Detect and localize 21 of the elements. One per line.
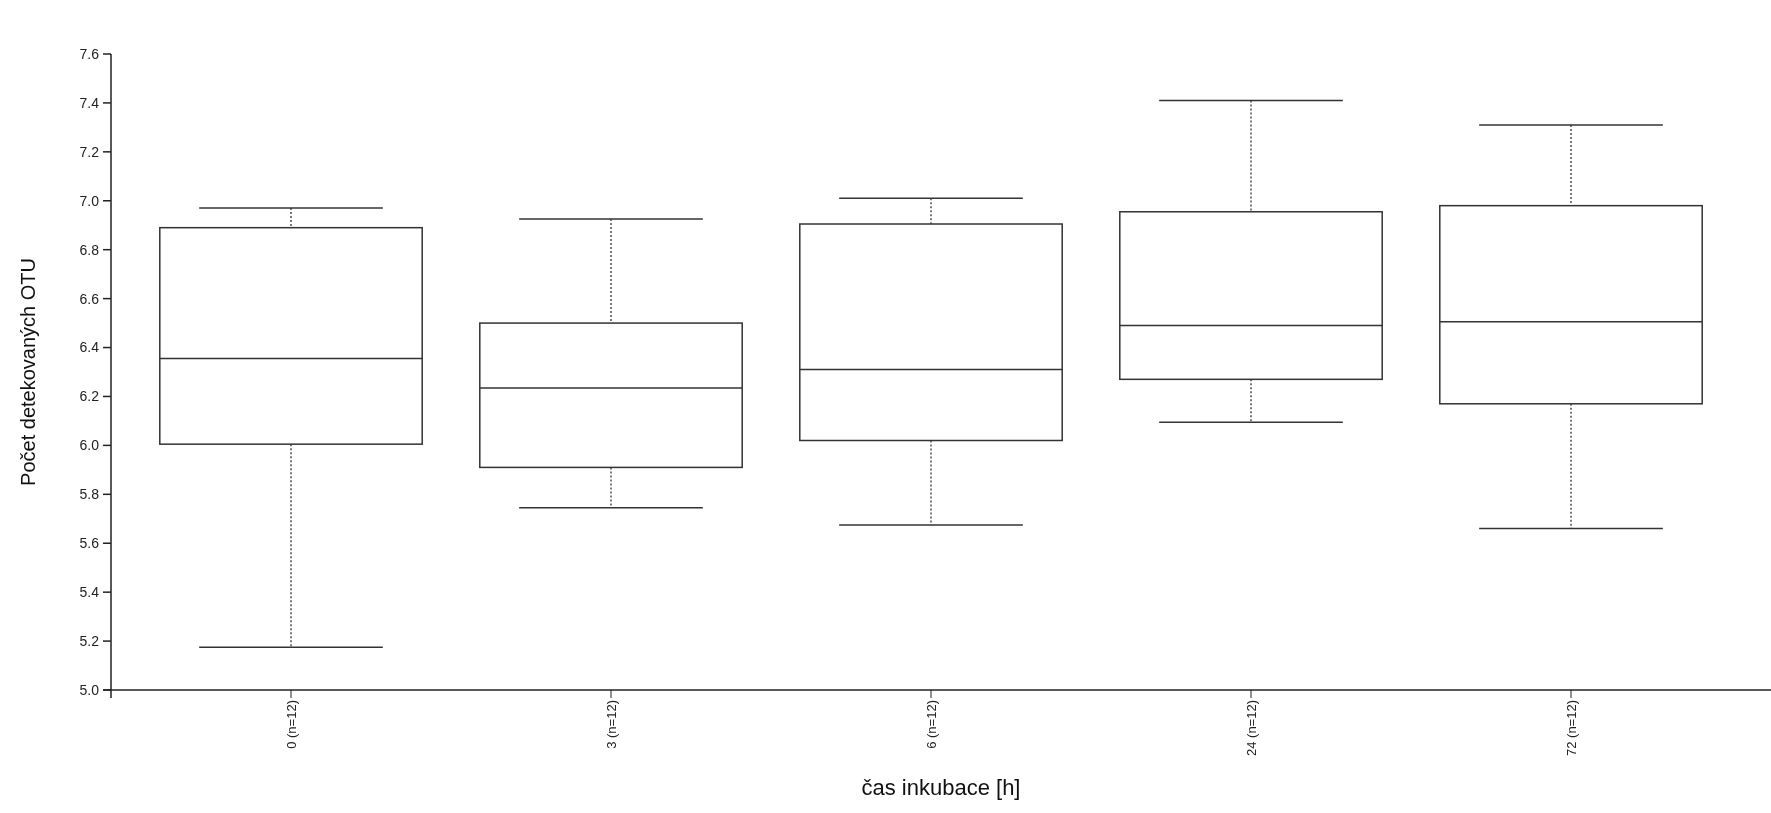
y-tick-label: 6.4	[79, 339, 100, 356]
y-tick-label: 5.0	[79, 681, 100, 698]
y-tick-label: 6.8	[79, 241, 100, 258]
y-tick-label: 7.0	[79, 192, 100, 209]
y-tick-label: 7.2	[79, 143, 100, 160]
x-tick-label: 72 (n=12)	[1563, 700, 1579, 757]
x-tick-label: 3 (n=12)	[603, 700, 619, 749]
y-tick-label: 7.6	[79, 45, 100, 62]
x-axis-title: čas inkubace [h]	[861, 775, 1021, 800]
y-tick-label: 6.6	[79, 290, 100, 307]
y-tick-label: 5.4	[79, 584, 100, 601]
y-tick-label: 5.6	[79, 535, 100, 552]
x-tick-label: 24 (n=12)	[1243, 700, 1259, 757]
y-axis-title: Počet detekovaných OTU	[17, 258, 39, 486]
x-tick-label: 0 (n=12)	[283, 700, 299, 749]
x-tick-label: 6 (n=12)	[923, 700, 939, 749]
y-tick-label: 7.4	[79, 94, 100, 111]
y-tick-label: 6.2	[79, 388, 100, 405]
y-tick-label: 5.2	[79, 632, 100, 649]
y-tick-label: 5.8	[79, 486, 100, 503]
y-tick-label: 6.0	[79, 437, 100, 454]
